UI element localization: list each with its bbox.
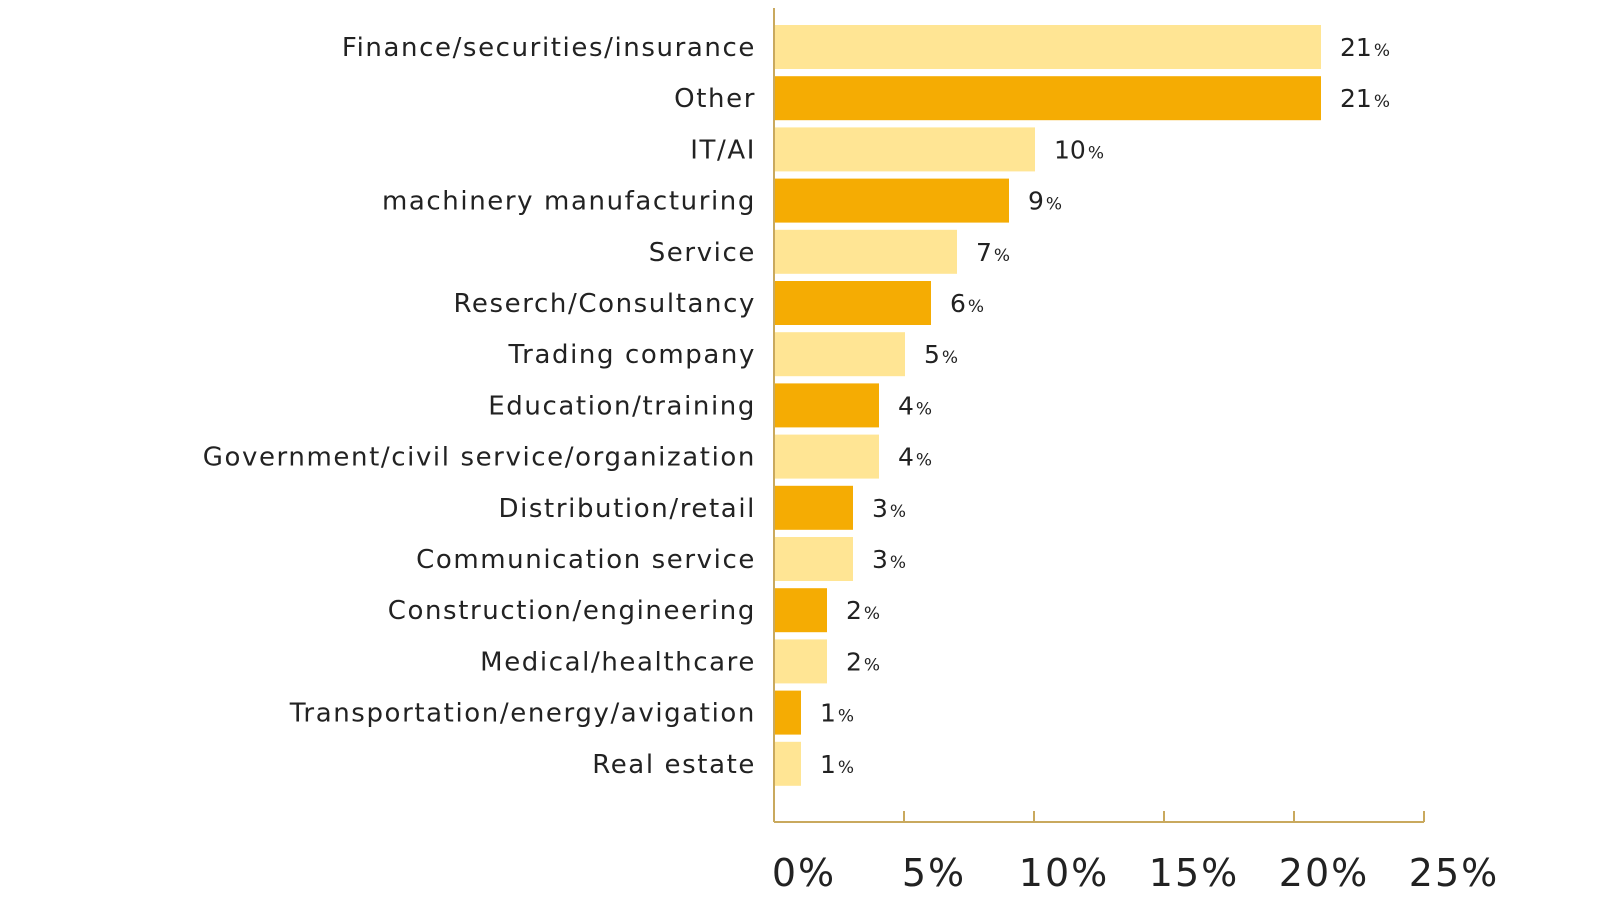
category-label: Other: [674, 84, 756, 114]
value-number: 1: [820, 750, 836, 779]
value-labels: 21 %21 %10 %9 %7 %6 %5 %4 %4 %3 %3 %2 %2 %1 %1%: [820, 33, 1390, 779]
value-unit: %: [1374, 92, 1390, 112]
value-number: 9: [1028, 187, 1044, 216]
value-unit: %: [968, 297, 984, 317]
category-label: Trading company: [508, 340, 757, 370]
category-label: machinery manufacturing: [382, 187, 756, 217]
value-label: 9%: [1028, 187, 1062, 216]
category-label: Medical/healthcare: [480, 647, 756, 677]
value-number: 2: [846, 596, 862, 625]
value-label: 10%: [1054, 135, 1104, 164]
bar: [775, 76, 1321, 121]
value-label: 3%: [872, 494, 906, 523]
bar: [775, 741, 801, 786]
category-label: Education/training: [488, 391, 756, 421]
value-label: 2%: [846, 596, 880, 625]
value-label: 2%: [846, 647, 880, 676]
value-label: 7%: [976, 238, 1010, 267]
value-unit: %: [916, 451, 932, 471]
category-label: Communication service: [416, 545, 756, 575]
value-label: 1%: [820, 699, 854, 728]
value-unit: %: [838, 758, 854, 778]
value-number: 3: [872, 545, 888, 574]
bar: [775, 25, 1321, 69]
value-number: 21: [1340, 33, 1372, 62]
value-label: 3%: [872, 545, 906, 574]
value-number: 10: [1054, 135, 1086, 164]
bars: [775, 25, 1321, 786]
category-label: Reserch/Consultancy: [453, 289, 756, 319]
value-label: 4%: [898, 391, 932, 420]
bar: [775, 434, 879, 479]
bar: [775, 332, 905, 377]
bar: [775, 127, 1035, 172]
bar: [775, 588, 827, 633]
category-label: IT/AI: [690, 135, 756, 165]
bar: [775, 639, 827, 684]
category-label: Service: [649, 238, 756, 268]
value-number: 3: [872, 494, 888, 523]
bar: [775, 281, 931, 325]
value-unit: %: [864, 604, 880, 624]
bar: [775, 690, 801, 735]
value-unit: %: [1088, 143, 1104, 163]
x-tick-label: 15%: [1149, 851, 1239, 895]
x-tick-label: 20%: [1279, 851, 1369, 895]
x-tick-label: 25%: [1409, 851, 1499, 895]
value-unit: %: [1374, 41, 1390, 61]
category-label: Finance/securities/insurance: [342, 33, 756, 63]
x-tick-labels: 0% 5% 10% 15% 20% 25%: [772, 851, 1499, 895]
value-unit: %: [916, 399, 932, 419]
value-number: 1: [820, 699, 836, 728]
value-unit: %: [994, 246, 1010, 266]
value-label: 1%: [820, 750, 854, 779]
category-label: Distribution/retail: [498, 494, 756, 524]
value-number: 4: [898, 391, 914, 420]
x-tick-label: 5%: [902, 851, 966, 895]
value-label: 6%: [950, 289, 984, 318]
value-number: 4: [898, 443, 914, 472]
value-unit: %: [1046, 195, 1062, 215]
value-label: 5%: [924, 340, 958, 369]
value-unit: %: [942, 348, 958, 368]
value-label: 21%: [1340, 84, 1390, 113]
value-number: 2: [846, 647, 862, 676]
value-number: 6: [950, 289, 966, 318]
bar: [775, 178, 1009, 223]
category-label: Construction/engineering: [388, 596, 756, 626]
category-labels: Finance/securities/insurance Other IT/AI ma…: [203, 33, 757, 780]
value-unit: %: [838, 707, 854, 727]
bar: [775, 229, 957, 274]
value-label: 21%: [1340, 33, 1390, 62]
category-label: Real estate: [592, 750, 756, 780]
value-unit: %: [890, 502, 906, 522]
category-label: Transportation/energy/avigation: [289, 699, 756, 729]
x-tick-label: 10%: [1019, 851, 1109, 895]
value-unit: %: [864, 655, 880, 675]
value-number: 7: [976, 238, 992, 267]
x-axis: [773, 8, 1425, 823]
category-label: Government/civil service/organization: [203, 443, 756, 473]
value-unit: %: [890, 553, 906, 573]
bar: [775, 485, 853, 530]
bar: [775, 383, 879, 428]
value-number: 21: [1340, 84, 1372, 113]
value-number: 5: [924, 340, 940, 369]
value-label: 4%: [898, 443, 932, 472]
bar: [775, 537, 853, 581]
x-tick-label: 0%: [772, 851, 836, 895]
